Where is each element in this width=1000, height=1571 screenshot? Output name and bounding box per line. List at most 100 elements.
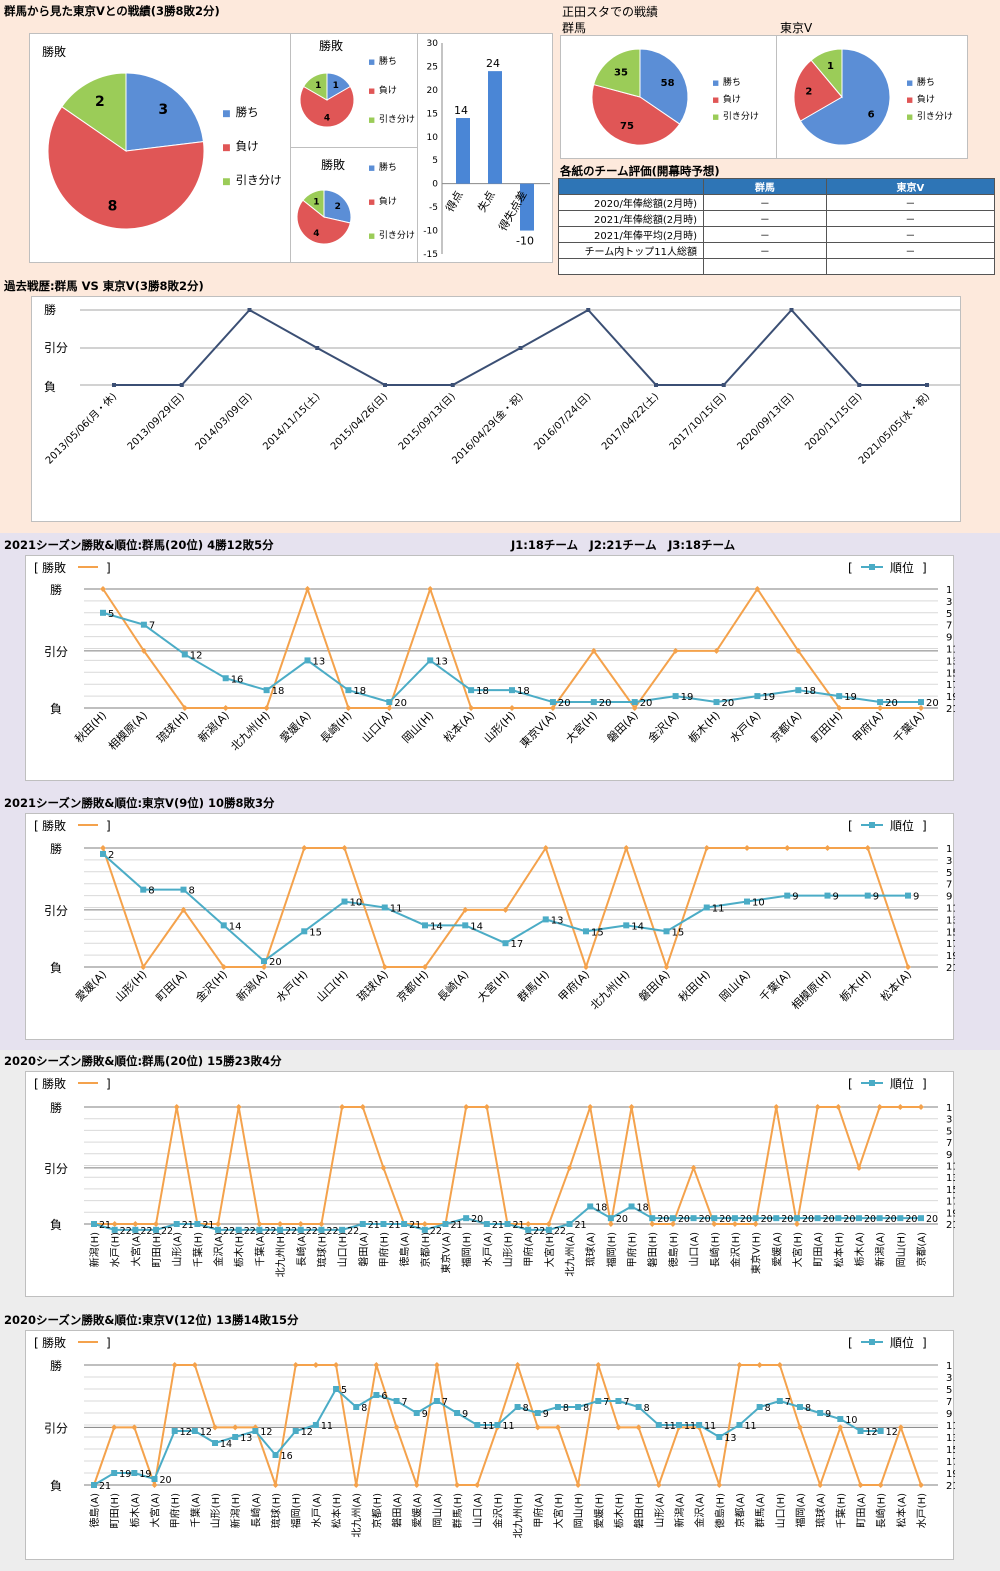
result-marker [304,586,311,592]
result-marker [575,1482,582,1488]
eval-col-gunma: 群馬 [703,178,827,195]
result-marker [277,1221,284,1227]
x-tick-label: 徳島(H) [713,1493,726,1528]
league-note: J1:18チーム J2:21チーム J3:18チーム [511,538,736,552]
rank-value-label: 20 [394,698,407,709]
result-marker [131,1424,138,1431]
x-tick-label: 東京V(H) [750,1232,763,1274]
result-marker [789,308,794,312]
rank-tick-label: 7 [946,1397,952,1408]
x-tick-label: 磐田(A) [357,1232,370,1267]
eval-cell: － [703,194,827,211]
rank-marker [713,699,720,706]
eval-col-tokyo: 東京V [825,178,996,195]
result-marker [669,1221,676,1227]
rank-marker [514,1404,521,1410]
eval-empty [558,258,704,275]
rank-marker [301,928,308,935]
rank-value-label: 18 [803,686,816,697]
result-marker [595,1362,602,1368]
result-marker [876,1104,883,1110]
x-tick-label: 長崎(H) [708,1232,721,1267]
rank-value-label: 5 [108,609,114,620]
result-marker [359,1104,366,1110]
x-tick-label: 甲府(A) [522,1232,535,1267]
result-marker [566,1164,573,1171]
rank-value-label: 12 [180,1427,192,1438]
rank-marker [918,699,924,706]
bar-value-label: 24 [486,57,500,70]
result-marker [256,1221,263,1227]
result-marker [905,964,911,970]
result-marker [318,1221,325,1227]
y-label: 負 [50,1479,62,1493]
x-tick-label: 北九州(H) [228,709,272,753]
y-tick-label: 25 [427,62,438,72]
x-tick-label: 水戸(H) [110,1232,122,1267]
rank-marker [590,699,597,706]
s2021t-panel: 勝引分負13579111315171921[勝敗][順位]28814201510… [25,813,959,1040]
rank-value-label: 20 [471,1214,483,1225]
y-tick-label: -15 [423,250,438,260]
x-tick-label: 栃木(A) [128,1493,141,1528]
rank-marker [814,1215,821,1222]
rank-tick-label: 17 [946,939,955,950]
x-tick-label: 群馬(A) [754,1493,767,1528]
x-tick-label: 徳島(A) [88,1493,101,1528]
legend-bracket: [ [34,1077,39,1091]
result-marker [690,1164,697,1171]
x-tick-label: 岡山(H) [895,1232,907,1267]
rank-value-label: 8 [563,1403,569,1414]
legend-result-label: 勝敗 [42,1076,66,1091]
x-tick-label: 町田(H) [809,709,846,746]
rank-value-label: 20 [558,698,571,709]
rank-value-label: 9 [543,1409,549,1420]
rank-value-label: 22 [223,1226,235,1237]
x-tick-label: 水戸(A) [482,1232,494,1267]
legend-bracket: [ [848,819,853,833]
result-marker [814,1104,821,1110]
rank-marker [905,892,911,899]
legend-bracket: [ [848,1077,853,1091]
x-tick-label: 京都(H) [370,1493,383,1528]
rank-marker [100,609,106,616]
result-marker [468,705,475,711]
x-tick-label: 山口(A) [359,709,395,745]
eval-table: 群馬 東京V 2020/年俸総額(2月時) －－ 2021/年俸総額(2月時) －－… [558,178,996,275]
result-marker [462,906,469,913]
rank-marker [675,1422,682,1428]
rank-marker [91,1482,97,1488]
rank-tick-label: 17 [946,680,955,691]
result-marker [649,1221,656,1227]
result-marker [590,647,597,654]
rank-tick-label: 21 [946,1220,955,1231]
x-tick-label: 千葉(A) [890,708,927,745]
y-label: 引分 [44,1162,68,1176]
rank-tick-label: 7 [946,880,952,891]
x-tick-label: 北九州(H) [588,968,632,1012]
pie-slice [323,189,352,224]
rank-value-label: 19 [139,1469,151,1480]
rank-marker [427,657,434,664]
x-tick-label: 山口(H) [314,968,351,1005]
result-marker [796,1424,803,1431]
result-marker [212,1424,219,1431]
rank-value-label: 12 [260,1427,272,1438]
rank-value-label: 9 [833,892,839,903]
eval-row-label: チーム内トップ11人総額 [558,242,704,259]
x-tick-label: 愛媛(A) [770,1232,783,1267]
x-tick-label: 京都(H) [419,1232,432,1267]
rank-value-label: 18 [595,1202,607,1213]
rank-value-label: 18 [517,686,530,697]
rank-value-label: 16 [231,674,244,685]
rank-tick-label: 19 [946,1469,955,1480]
result-marker [292,1362,299,1368]
eval-row-label: 2020/年俸総額(2月時) [558,194,704,211]
rank-value-label: 9 [792,892,798,903]
x-tick-label: 2013/09/29(日) [126,391,187,452]
y-tick-label: 30 [427,39,439,49]
rank-marker [502,940,509,947]
x-tick-label: 水戸(H) [274,968,311,1005]
result-marker [583,964,589,970]
